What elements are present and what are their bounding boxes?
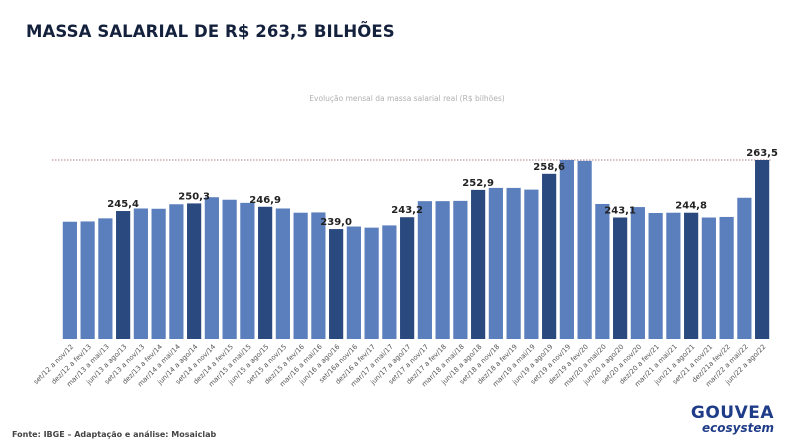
bars-group (62, 160, 770, 339)
chart-title: Evolução mensal da massa salarial real (… (309, 94, 504, 103)
bar-37 (719, 216, 734, 339)
data-label-27: 258,6 (533, 162, 565, 173)
data-label-3: 245,4 (107, 199, 139, 210)
bar-9 (222, 199, 237, 339)
bar-12 (275, 208, 290, 339)
source-note: Fonte: IBGE – Adaptação e análise: Mosai… (12, 430, 217, 439)
data-label-15: 239,0 (320, 217, 352, 228)
logo: GOUVEA ecosystem (691, 405, 774, 435)
bar-25 (506, 187, 521, 339)
bar-14 (311, 212, 326, 339)
bar-18 (382, 225, 397, 339)
logo-sub: ecosystem (702, 421, 774, 435)
bar-28 (559, 160, 574, 339)
bar-7 (187, 203, 202, 339)
bar-34 (666, 212, 681, 339)
bar-36 (701, 217, 716, 339)
data-label-31: 243,1 (604, 206, 636, 217)
data-label-23: 252,9 (462, 178, 494, 189)
bar-5 (151, 208, 166, 339)
page-title: MASSA SALARIAL DE R$ 263,5 BILHÕES (26, 22, 395, 41)
bar-35 (684, 212, 699, 339)
bar-4 (133, 208, 148, 339)
bar-29 (577, 160, 592, 339)
bar-16 (346, 226, 361, 339)
logo-brand: GOUVEA (690, 403, 774, 423)
bar-15 (329, 229, 344, 339)
bar-33 (648, 212, 663, 339)
bar-0 (62, 221, 77, 339)
bar-23 (471, 189, 486, 339)
bar-13 (293, 212, 308, 339)
data-labels-group: 245,4 250,3 246,9 239,0 243,2 252,9 258,6 243,1… (107, 148, 778, 228)
bar-8 (204, 197, 219, 339)
bar-32 (630, 207, 645, 339)
data-label-35: 244,8 (675, 201, 707, 212)
bar-24 (488, 187, 503, 339)
bar-2 (98, 218, 113, 339)
bar-3 (116, 211, 131, 339)
bar-19 (400, 217, 415, 339)
bar-30 (595, 203, 610, 339)
bar-10 (240, 202, 255, 339)
bar-31 (613, 217, 628, 339)
data-label-39: 263,5 (746, 148, 778, 159)
bar-6 (169, 204, 184, 339)
data-label-11: 246,9 (249, 195, 281, 206)
bar-21 (435, 201, 450, 339)
data-label-7: 250,3 (178, 191, 210, 202)
bar-1 (80, 221, 95, 339)
bar-38 (737, 197, 752, 339)
bar-22 (453, 200, 468, 339)
bar-27 (542, 173, 557, 339)
bar-26 (524, 189, 539, 339)
bar-17 (364, 227, 379, 339)
bar-39 (755, 160, 770, 339)
data-label-19: 243,2 (391, 205, 423, 216)
bar-11 (258, 206, 273, 339)
bar-20 (417, 201, 432, 339)
